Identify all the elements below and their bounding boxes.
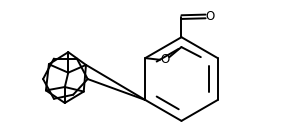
Text: O: O bbox=[160, 53, 169, 66]
Text: O: O bbox=[205, 10, 215, 23]
